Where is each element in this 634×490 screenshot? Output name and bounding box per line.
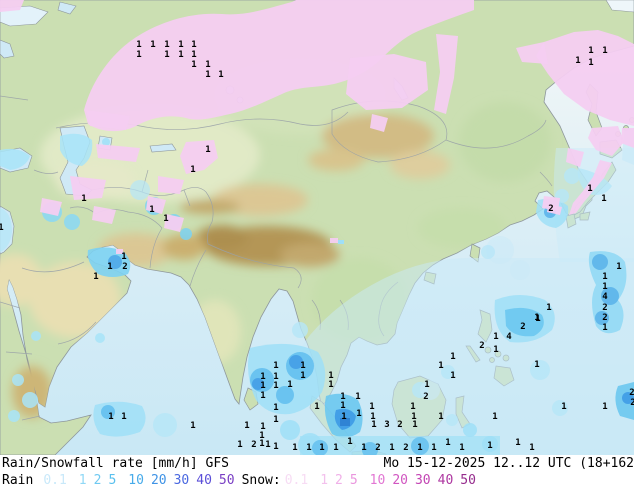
- scale-value: 0.1: [43, 473, 67, 488]
- scale-value: 30: [173, 473, 190, 488]
- scale-value: 1: [320, 473, 329, 488]
- scale-value: 10: [369, 473, 386, 488]
- scale-value: 50: [460, 473, 476, 488]
- scale-value: 5: [108, 473, 117, 488]
- snow-scale: 0.1 1 2 5 10 20 30 40 50: [285, 473, 483, 488]
- scale-value: 1: [78, 473, 87, 488]
- snow-overlay: [0, 0, 634, 254]
- footer: Rain/Snowfall rate [mm/h] GFS Mo 15-12-2…: [0, 455, 634, 490]
- scale-value: 0.1: [284, 473, 309, 488]
- rain-scale: 0.1 1 2 5 10 20 30 40 50: [43, 473, 241, 488]
- footer-title-row: Rain/Snowfall rate [mm/h] GFS Mo 15-12-2…: [2, 456, 634, 471]
- scale-value: 40: [437, 473, 454, 488]
- gfs-precipitation-basemap: [0, 0, 634, 455]
- baltic-sea: [0, 39, 15, 59]
- map-title: Rain/Snowfall rate [mm/h] GFS: [2, 456, 229, 471]
- scale-value: 30: [414, 473, 431, 488]
- footer-legend-row: Rain 0.1 1 2 5 10 20 30 40 50 Snow: 0.1 1 2 5 10 20 30 40 5…: [2, 473, 483, 488]
- scale-value: 50: [218, 473, 235, 488]
- scale-value: 10: [128, 473, 144, 488]
- kyushu-island: [565, 213, 577, 229]
- scale-value: 20: [150, 473, 167, 488]
- white-sea: [57, 1, 77, 15]
- lake-balkhash: [149, 143, 177, 153]
- scale-value: 5: [349, 473, 358, 488]
- scale-value: 2: [335, 473, 343, 488]
- scale-value: 2: [93, 473, 102, 488]
- country-borders: [0, 95, 553, 421]
- snow-scale-label: Snow:: [241, 473, 281, 488]
- scale-value: 20: [392, 473, 408, 488]
- shikoku-island: [579, 211, 591, 221]
- scale-value: 40: [196, 473, 212, 488]
- rain-scale-label: Rain: [2, 473, 34, 488]
- map-datetime: Mo 15-12-2025 12..12 UTC (18+162: [383, 456, 634, 471]
- barents-sea: [0, 5, 49, 27]
- arctic-corner-sea: [605, 0, 634, 13]
